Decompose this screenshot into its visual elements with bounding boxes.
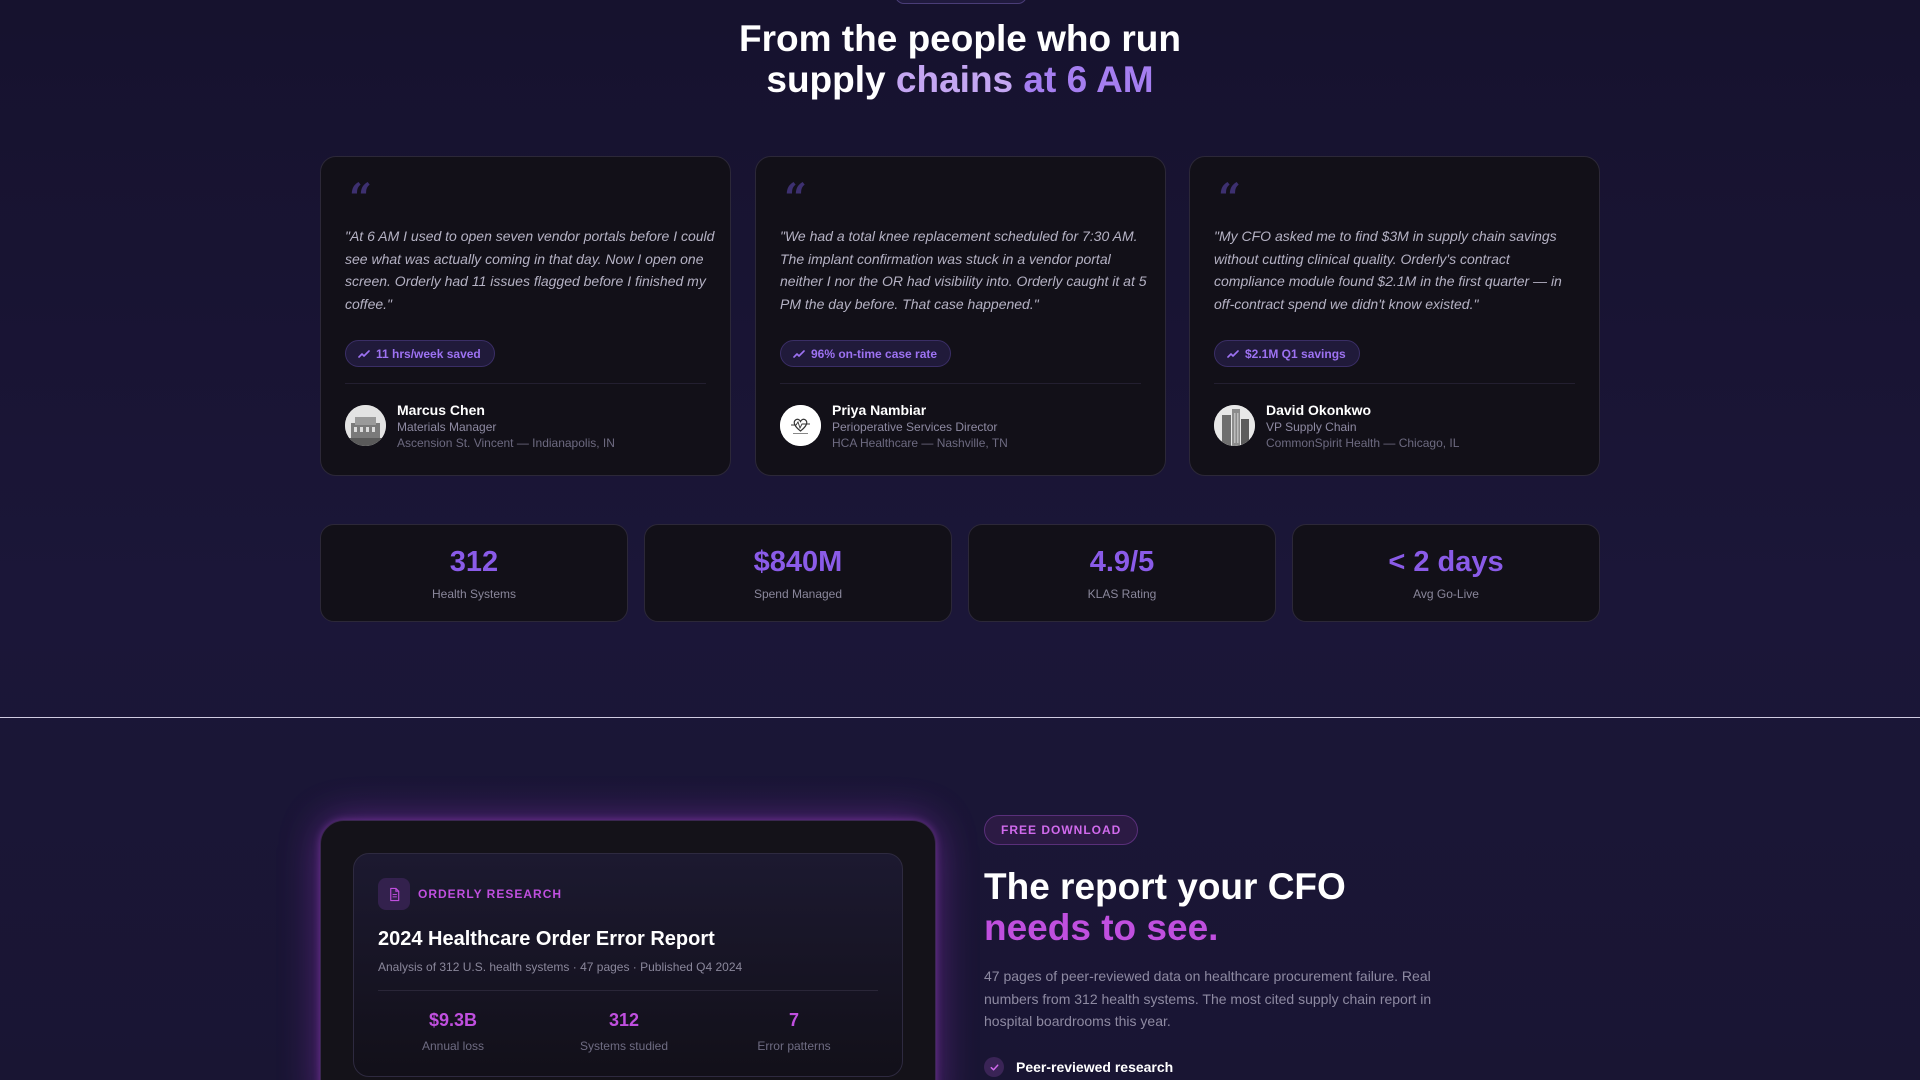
testimonial-card: “ "At 6 AM I used to open seven vendor p… xyxy=(320,156,731,476)
person-name: David Okonkwo xyxy=(1266,402,1372,418)
cta-description: 47 pages of peer-reviewed data on health… xyxy=(984,968,1432,1029)
quote-mark-icon: “ xyxy=(784,175,808,222)
person-info: David Okonkwo VP Supply Chain CommonSpir… xyxy=(1266,401,1459,451)
report-stat-value: 7 xyxy=(788,1010,799,1030)
testimonial-card: “ "My CFO asked me to find $3M in supply… xyxy=(1189,156,1600,476)
section-divider xyxy=(0,717,1920,718)
stat-value: 312 xyxy=(449,546,499,578)
quote-mark-icon: “ xyxy=(1218,175,1242,222)
report-meta: Analysis of 312 U.S. health systems · 47… xyxy=(378,960,743,974)
stat-label: Spend Managed xyxy=(753,587,843,601)
trend-up-icon xyxy=(358,349,370,358)
feature-item: Peer-reviewed research xyxy=(984,1057,1173,1077)
heading-line-2: supply chains at 6 AM xyxy=(0,59,1920,100)
testimonial-quote: "At 6 AM I used to open seven vendor por… xyxy=(345,228,715,312)
report-divider xyxy=(378,990,878,991)
person-role: Perioperative Services Director xyxy=(832,420,998,434)
stat-value: $840M xyxy=(753,546,843,578)
testimonial-quote: "We had a total knee replacement schedul… xyxy=(780,228,1147,312)
trend-up-icon xyxy=(793,349,805,358)
building-photo-icon xyxy=(345,405,386,446)
person-name: Marcus Chen xyxy=(397,402,485,418)
quote-mark-icon: “ xyxy=(349,175,373,222)
stat-label: Avg Go-Live xyxy=(1413,587,1479,601)
person-role: Materials Manager xyxy=(397,420,497,434)
result-badge-label: 96% on-time case rate xyxy=(811,346,938,361)
card-divider xyxy=(1214,383,1575,384)
skyscraper-photo-icon xyxy=(1214,405,1255,446)
person-organization: Ascension St. Vincent — Indianapolis, IN xyxy=(397,436,615,450)
heart-logo-icon xyxy=(780,405,821,446)
stat-value: < 2 days xyxy=(1388,546,1504,578)
result-badge: $2.1M Q1 savings xyxy=(1214,340,1360,367)
report-stat-value: $9.3B xyxy=(428,1010,478,1030)
stat-label: Health Systems xyxy=(431,587,517,601)
stat-label: KLAS Rating xyxy=(1087,587,1157,601)
cta-heading-line-1: The report your CFO xyxy=(984,866,1346,907)
report-stat-label: Systems studied xyxy=(579,1039,669,1053)
report-stat: $9.3B Annual loss xyxy=(368,1010,538,1053)
person-info: Priya Nambiar Perioperative Services Dir… xyxy=(832,401,1008,451)
check-icon xyxy=(984,1057,1004,1077)
heading-word-chains: chains xyxy=(895,59,1014,100)
heading-word-time: at 6 AM xyxy=(1013,59,1154,100)
testimonial-card: “ "We had a total knee replacement sched… xyxy=(755,156,1166,476)
document-icon xyxy=(378,878,410,910)
report-stat-label: Error patterns xyxy=(757,1039,831,1053)
result-badge: 11 hrs/week saved xyxy=(345,340,495,367)
person-info: Marcus Chen Materials Manager Ascension … xyxy=(397,401,615,451)
testimonial-quote: "My CFO asked me to find $3M in supply c… xyxy=(1214,228,1562,312)
person-organization: HCA Healthcare — Nashville, TN xyxy=(832,436,1008,450)
person-name: Priya Nambiar xyxy=(832,402,927,418)
cta-heading: The report your CFO needs to see. xyxy=(984,866,1346,948)
card-divider xyxy=(780,383,1141,384)
report-stat-label: Annual loss xyxy=(421,1039,485,1053)
report-stat: 312 Systems studied xyxy=(539,1010,709,1053)
result-badge: 96% on-time case rate xyxy=(780,340,952,367)
cta-heading-line-2: needs to see. xyxy=(984,907,1219,948)
stat-card: $840M Spend Managed xyxy=(644,524,952,622)
person-role: VP Supply Chain xyxy=(1266,420,1357,434)
stat-card: < 2 days Avg Go-Live xyxy=(1292,524,1600,622)
report-card: ORDERLY RESEARCH 2024 Healthcare Order E… xyxy=(353,853,903,1077)
heading-line-1: From the people who run xyxy=(739,18,1181,59)
report-stat: 7 Error patterns xyxy=(709,1010,879,1053)
result-badge-label: $2.1M Q1 savings xyxy=(1245,346,1346,361)
report-preview: ORDERLY RESEARCH 2024 Healthcare Order E… xyxy=(320,820,936,1080)
stat-card: 4.9/5 KLAS Rating xyxy=(968,524,1276,622)
heading-word-supply: supply xyxy=(766,59,896,100)
stat-card: 312 Health Systems xyxy=(320,524,628,622)
testimonials-heading: From the people who run supply chains at… xyxy=(0,18,1920,100)
section-pill xyxy=(895,0,1027,4)
trend-up-icon xyxy=(1227,349,1239,358)
person-organization: CommonSpirit Health — Chicago, IL xyxy=(1266,436,1460,450)
stat-value: 4.9/5 xyxy=(1089,546,1155,578)
feature-label: Peer-reviewed research xyxy=(1016,1059,1174,1075)
report-stat-value: 312 xyxy=(608,1010,640,1030)
report-tag: ORDERLY RESEARCH xyxy=(418,887,563,901)
report-title: 2024 Healthcare Order Error Report xyxy=(378,928,715,950)
result-badge-label: 11 hrs/week saved xyxy=(376,346,481,361)
free-download-badge: FREE DOWNLOAD xyxy=(984,815,1139,845)
card-divider xyxy=(345,383,706,384)
